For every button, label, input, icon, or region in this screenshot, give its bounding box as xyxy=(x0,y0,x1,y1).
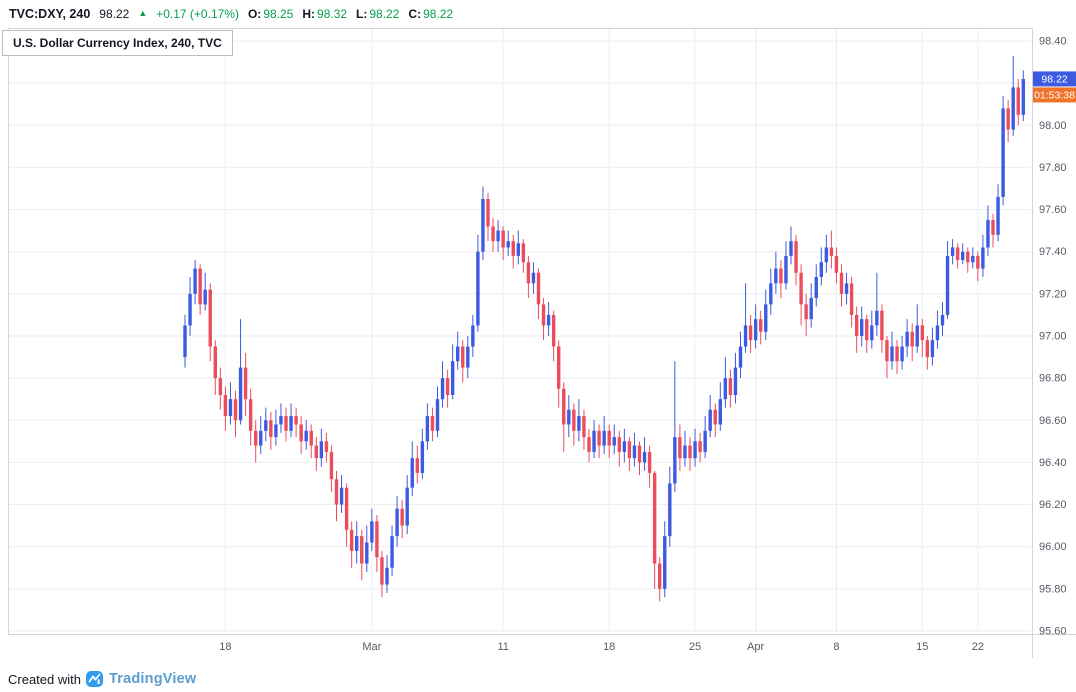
attribution-text: Created with xyxy=(8,671,81,687)
candlestick-series[interactable] xyxy=(183,55,1025,602)
price-axis-label: 97.00 xyxy=(1039,330,1067,342)
open-field: O: 98.25 xyxy=(248,7,293,21)
last-price: 98.22 xyxy=(99,7,130,21)
time-axis-label: 18 xyxy=(603,641,615,653)
close-field: C: 98.22 xyxy=(408,7,453,21)
low-field: L: 98.22 xyxy=(356,7,399,21)
ohlc-statusbar: TVC:DXY, 240 98.22 ▲ +0.17 (+0.17%) O: 9… xyxy=(0,0,1076,28)
close-value: 98.22 xyxy=(423,7,454,21)
time-axis-label: 8 xyxy=(833,641,839,653)
low-label: L: xyxy=(356,7,368,21)
tradingview-brand-link[interactable]: TradingView xyxy=(108,671,197,687)
low-value: 98.22 xyxy=(369,7,400,21)
time-axis-label: 15 xyxy=(916,641,928,653)
up-arrow-icon: ▲ xyxy=(138,8,148,18)
time-axis-label: 18 xyxy=(219,641,231,653)
last-price-value: 98.22 xyxy=(1041,73,1067,85)
price-axis-label: 98.00 xyxy=(1039,120,1067,132)
open-value: 98.25 xyxy=(263,7,294,21)
tradingview-logo-icon[interactable] xyxy=(85,670,104,688)
high-field: H: 98.32 xyxy=(302,7,347,21)
time-axis[interactable]: 18 Mar 11 18 25 Apr 8 15 22 xyxy=(219,641,984,653)
chart-legend[interactable]: U.S. Dollar Currency Index, 240, TVC xyxy=(2,30,233,56)
chart-frame xyxy=(8,28,1076,658)
time-axis-label: Mar xyxy=(362,641,381,653)
price-axis-label: 96.40 xyxy=(1039,457,1067,469)
symbol-title: TVC:DXY, 240 xyxy=(9,7,91,21)
last-price-axis-label: 98.22 01:53:38 xyxy=(1033,71,1076,103)
attribution: Created with TradingView xyxy=(8,670,196,688)
price-axis-label: 96.60 xyxy=(1039,415,1067,427)
high-value: 98.32 xyxy=(317,7,348,21)
close-label: C: xyxy=(408,7,422,21)
price-axis-label: 97.40 xyxy=(1039,246,1067,258)
price-axis-label: 96.20 xyxy=(1039,499,1067,511)
price-axis-label: 95.80 xyxy=(1039,583,1067,595)
grid xyxy=(9,29,1031,633)
time-axis-label: Apr xyxy=(747,641,764,653)
candlestick-chart[interactable]: 98.4098.2098.0097.8097.6097.4097.2097.00… xyxy=(0,28,1076,692)
time-axis-label: 25 xyxy=(689,641,701,653)
bar-countdown: 01:53:38 xyxy=(1034,89,1075,101)
chart-area[interactable]: U.S. Dollar Currency Index, 240, TVC 98.… xyxy=(0,28,1076,692)
open-label: O: xyxy=(247,7,262,21)
high-label: H: xyxy=(302,7,316,21)
price-axis-label: 96.80 xyxy=(1039,373,1067,385)
time-axis-label: 11 xyxy=(497,641,508,653)
price-axis-label: 97.80 xyxy=(1039,162,1067,174)
time-axis-label: 22 xyxy=(972,641,984,653)
price-axis-label: 97.60 xyxy=(1039,204,1067,216)
price-axis-label: 95.60 xyxy=(1039,625,1067,637)
price-change: +0.17 (+0.17%) xyxy=(156,7,239,21)
price-axis-label: 96.00 xyxy=(1039,541,1067,553)
price-axis-label: 97.20 xyxy=(1039,288,1067,300)
price-axis[interactable]: 98.4098.2098.0097.8097.6097.4097.2097.00… xyxy=(1039,36,1067,638)
price-axis-label: 98.40 xyxy=(1039,36,1067,48)
